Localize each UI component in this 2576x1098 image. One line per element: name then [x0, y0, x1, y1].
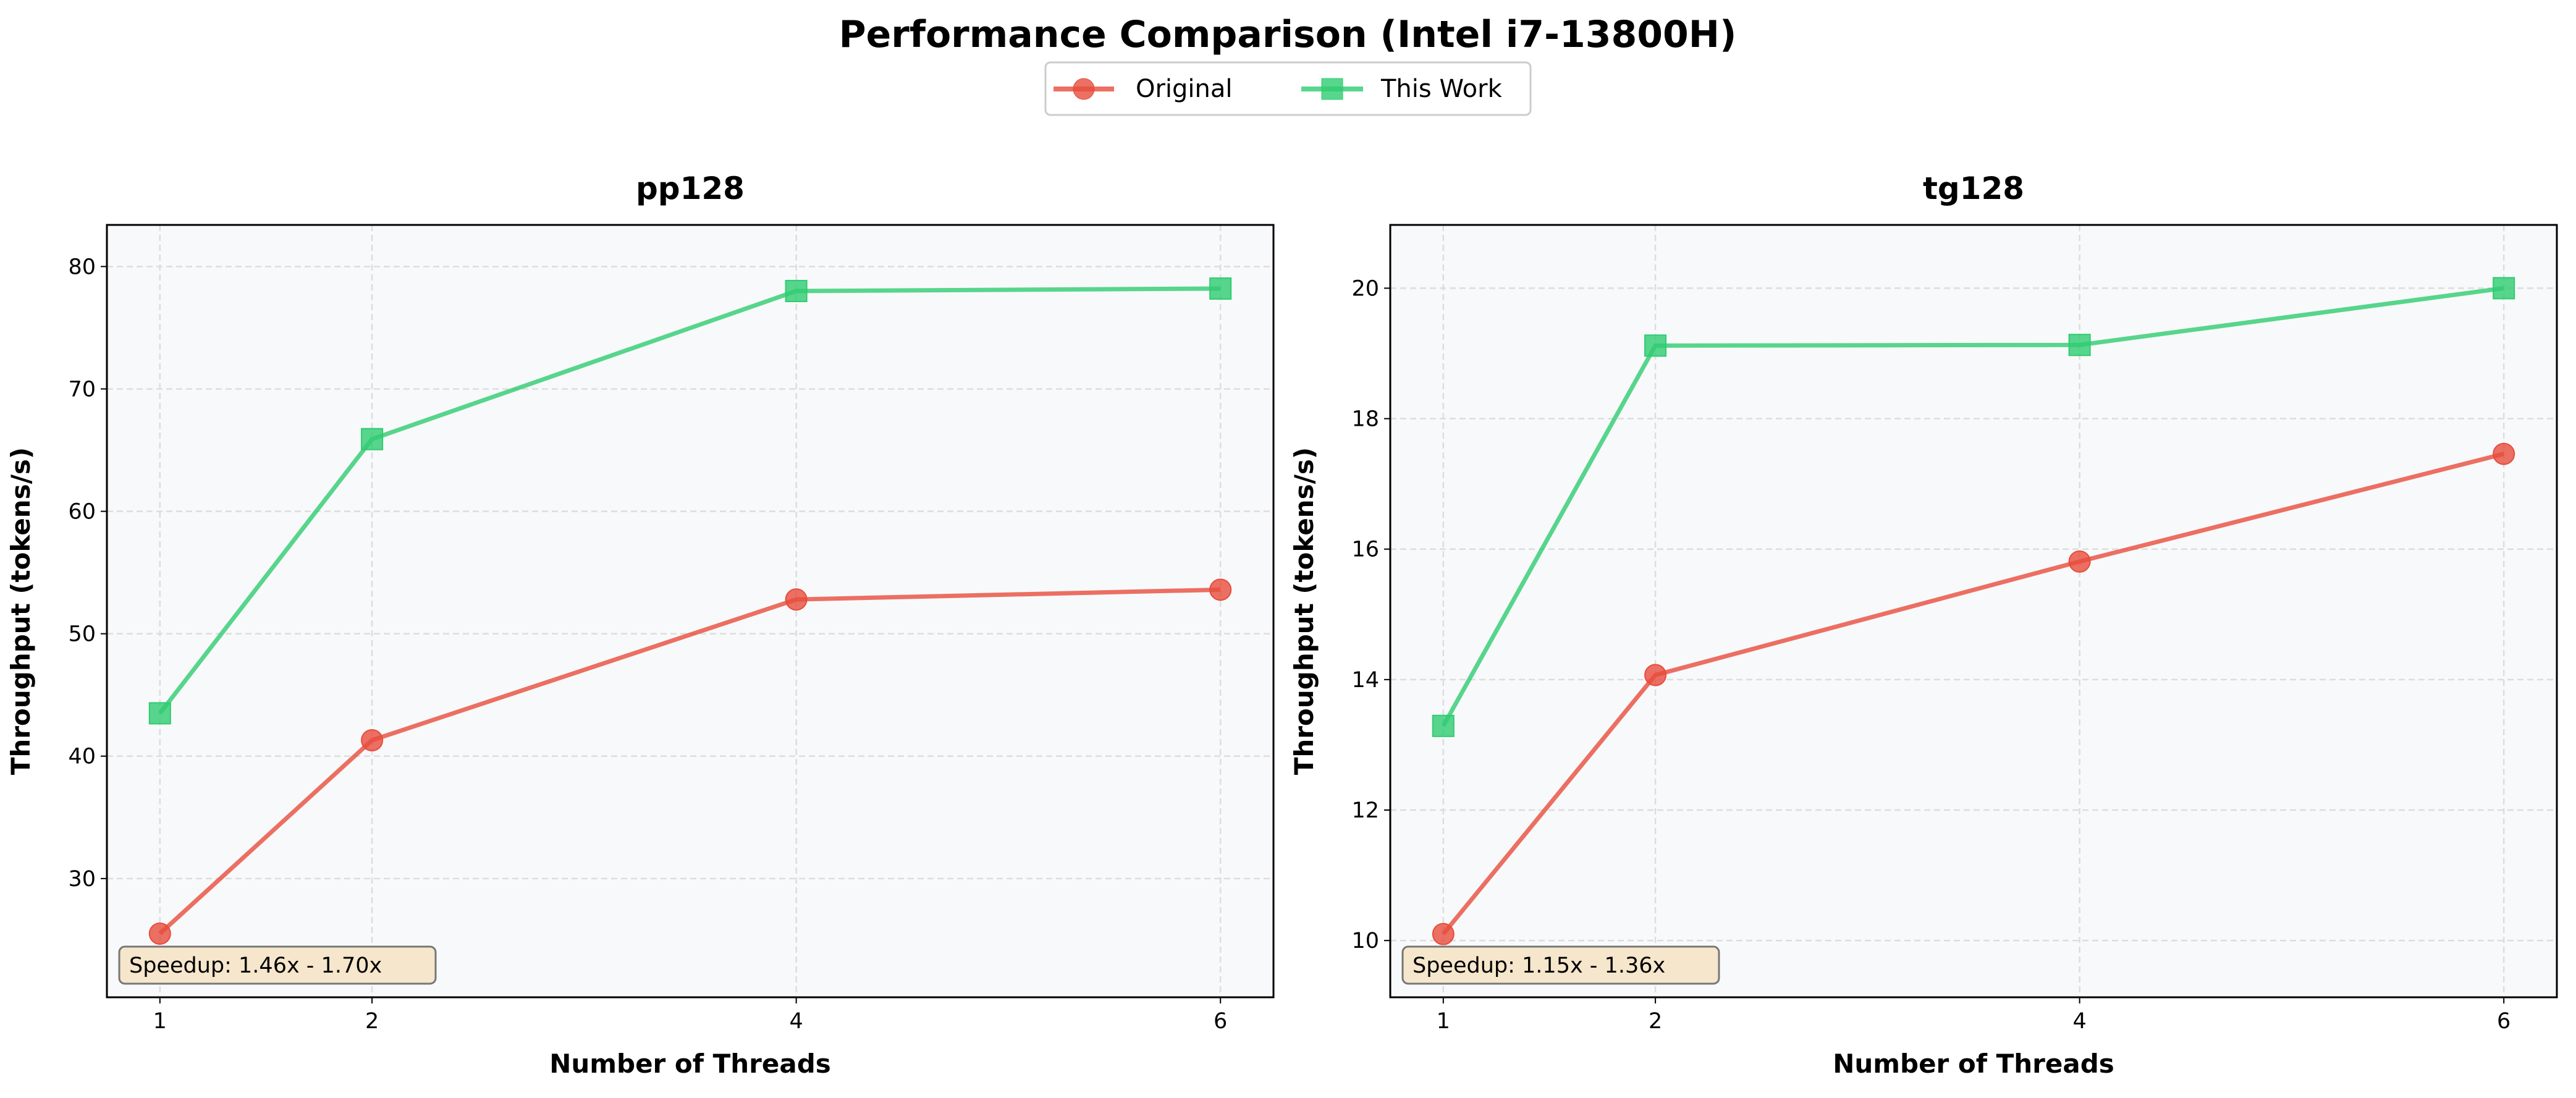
y-tick-label: 60 [68, 500, 96, 525]
data-point-this-work [785, 279, 808, 302]
speedup-annotation: Speedup: 1.46x - 1.70x [129, 953, 382, 978]
subplot-title: tg128 [1923, 171, 2024, 206]
data-point-this-work [2493, 277, 2515, 300]
data-point-original [785, 588, 808, 611]
y-tick-label: 14 [1351, 668, 1379, 693]
legend-label-this-work: This Work [1380, 75, 1503, 103]
subplot-title: pp128 [636, 171, 745, 206]
series-line-original [1442, 452, 2505, 935]
x-tick-label: 4 [2072, 1009, 2086, 1034]
legend-entry-this-work: This Work [1301, 75, 1503, 103]
y-tick-label: 16 [1351, 538, 1379, 562]
plot-area [107, 225, 1273, 997]
x-tick-label: 1 [153, 1009, 167, 1034]
legend-marker-square [1321, 78, 1343, 100]
series-line-this-work [158, 286, 1221, 715]
series-line-this-work [1441, 285, 2504, 727]
y-axis-label: Throughput (tokens/s) [6, 447, 36, 775]
legend-label-original: Original [1136, 75, 1233, 103]
data-point-original [1644, 664, 1667, 686]
figure-title: Performance Comparison (Intel i7-13800H) [839, 13, 1737, 56]
y-tick-label: 20 [1351, 276, 1379, 301]
y-axis-label: Throughput (tokens/s) [1289, 447, 1319, 775]
y-tick-label: 50 [68, 622, 96, 647]
data-point-original [2068, 550, 2091, 573]
x-tick-label: 4 [789, 1009, 803, 1034]
x-tick-label: 6 [1214, 1009, 1227, 1034]
y-tick-label: 18 [1351, 407, 1379, 432]
legend-marker-circle [1073, 78, 1095, 100]
legend-box [1044, 61, 1532, 116]
y-tick-label: 10 [1351, 929, 1379, 953]
axes-frame [106, 224, 1275, 999]
data-point-original [2493, 442, 2515, 465]
data-point-original [1432, 923, 1455, 945]
data-point-this-work [1432, 714, 1455, 737]
y-tick-label: 70 [68, 377, 96, 402]
data-point-this-work [2068, 334, 2091, 357]
data-point-this-work [361, 428, 384, 450]
speedup-annotation: Speedup: 1.15x - 1.36x [1413, 953, 1665, 978]
legend-entry-original: Original [1054, 75, 1233, 103]
x-tick-label: 6 [2497, 1009, 2511, 1034]
x-tick-label: 1 [1437, 1009, 1450, 1034]
x-tick-label: 2 [365, 1009, 379, 1034]
data-point-original [148, 922, 171, 945]
data-point-this-work [1644, 334, 1667, 357]
y-tick-label: 30 [68, 867, 96, 892]
speedup-annotation-box [118, 945, 437, 985]
x-axis-label: Number of Threads [1833, 1049, 2114, 1079]
data-point-original [1209, 578, 1232, 601]
data-point-this-work [148, 702, 171, 725]
legend: Original This Work [1044, 61, 1532, 116]
x-axis-label: Number of Threads [549, 1049, 831, 1079]
data-point-original [361, 728, 384, 751]
subplot-pp128: 1 2 4 6 30 40 50 60 70 80 Speedup: 1.46x - 1.70x pp… [6, 171, 1275, 1079]
y-tick-label: 80 [68, 255, 96, 279]
axes-frame [1389, 224, 2558, 999]
y-tick-label: 40 [68, 745, 96, 769]
data-point-this-work [1209, 277, 1232, 300]
series-line-original [158, 587, 1221, 935]
plot-area [1390, 225, 2557, 997]
speedup-annotation-box [1401, 945, 1720, 985]
y-tick-label: 12 [1351, 798, 1379, 823]
x-tick-label: 2 [1649, 1009, 1662, 1034]
